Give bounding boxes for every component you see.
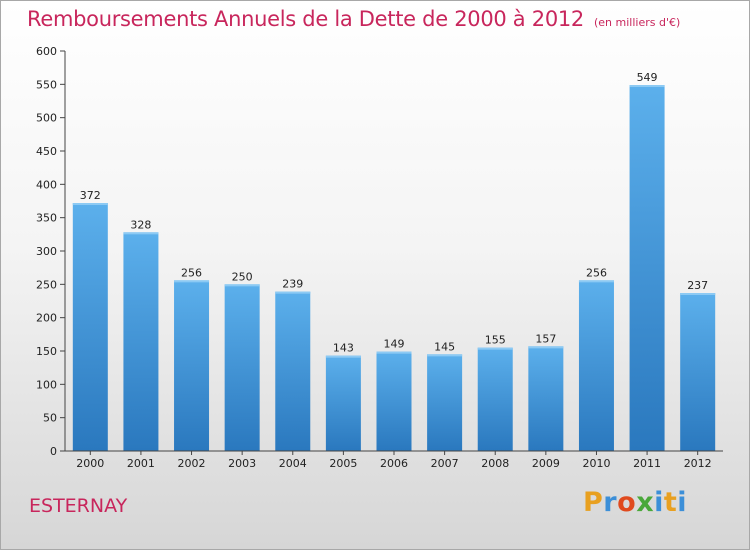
y-tick-label: 250 (36, 278, 57, 291)
bar-value-label: 145 (434, 340, 455, 353)
logo-letter: r (603, 487, 618, 518)
bar-top-highlight (325, 355, 361, 358)
x-tick-label: 2006 (380, 457, 408, 470)
bar (680, 293, 716, 451)
bar-value-label: 155 (485, 334, 506, 347)
bar-value-label: 256 (586, 266, 607, 279)
y-tick-label: 200 (36, 312, 57, 325)
bar-value-label: 149 (384, 338, 405, 351)
bar (376, 351, 412, 451)
y-tick-label: 300 (36, 245, 57, 258)
y-tick-label: 550 (36, 78, 57, 91)
logo-letter: t (663, 487, 678, 518)
bar-value-label: 328 (130, 218, 151, 231)
x-tick-label: 2007 (431, 457, 459, 470)
x-tick-label: 2011 (633, 457, 661, 470)
bar-top-highlight (427, 354, 463, 357)
bar (325, 355, 361, 451)
y-tick-label: 500 (36, 112, 57, 125)
x-tick-label: 2005 (329, 457, 357, 470)
x-tick-label: 2000 (76, 457, 104, 470)
bar (275, 291, 311, 451)
bar-value-label: 237 (687, 279, 708, 292)
x-tick-label: 2009 (532, 457, 560, 470)
bar-value-label: 239 (282, 278, 303, 291)
bar-top-highlight (224, 284, 260, 287)
y-tick-label: 400 (36, 178, 57, 191)
bar-top-highlight (72, 203, 108, 205)
bar-top-highlight (174, 280, 210, 283)
x-tick-label: 2003 (228, 457, 256, 470)
bar (578, 280, 614, 451)
bar-top-highlight (578, 280, 614, 283)
bar-value-label: 549 (637, 71, 658, 84)
y-tick-label: 450 (36, 145, 57, 158)
y-tick-label: 150 (36, 345, 57, 358)
x-tick-label: 2012 (684, 457, 712, 470)
y-tick-label: 600 (36, 45, 57, 58)
bar (72, 203, 108, 451)
logo-letter: P (583, 487, 604, 518)
x-tick-label: 2010 (582, 457, 610, 470)
y-tick-label: 0 (50, 445, 57, 458)
bar (477, 347, 513, 451)
bar-top-highlight (275, 291, 311, 294)
bar-value-label: 250 (232, 270, 253, 283)
logo-letter: i (677, 487, 688, 518)
bar-top-highlight (477, 347, 513, 350)
chart-unit-note: (en milliers d'€) (594, 16, 681, 29)
bar-value-label: 143 (333, 342, 354, 355)
y-tick-label: 100 (36, 378, 57, 391)
x-tick-label: 2001 (127, 457, 155, 470)
chart-title-text: Remboursements Annuels de la Dette de 20… (27, 7, 584, 31)
chart-title: Remboursements Annuels de la Dette de 20… (27, 7, 680, 31)
x-tick-label: 2002 (178, 457, 206, 470)
bar-top-highlight (629, 85, 665, 87)
bar-value-label: 157 (535, 332, 556, 345)
proxiti-logo: Proxiti (583, 487, 687, 518)
bar (629, 85, 665, 451)
bar (174, 280, 210, 451)
bar (528, 346, 564, 451)
x-tick-label: 2004 (279, 457, 307, 470)
bar-value-label: 256 (181, 266, 202, 279)
y-tick-label: 350 (36, 212, 57, 225)
bar (427, 354, 463, 451)
x-tick-label: 2008 (481, 457, 509, 470)
bar (123, 232, 159, 451)
bar-top-highlight (528, 346, 564, 349)
commune-name: ESTERNAY (29, 495, 128, 517)
bar-top-highlight (376, 351, 412, 354)
bar-top-highlight (680, 293, 716, 295)
y-tick-label: 50 (43, 412, 57, 425)
logo-letter: o (617, 487, 637, 518)
logo-letter: x (636, 487, 655, 518)
logo-letter: i (654, 487, 664, 518)
bar (224, 284, 260, 451)
bar-top-highlight (123, 232, 159, 235)
bar-value-label: 372 (80, 189, 101, 202)
